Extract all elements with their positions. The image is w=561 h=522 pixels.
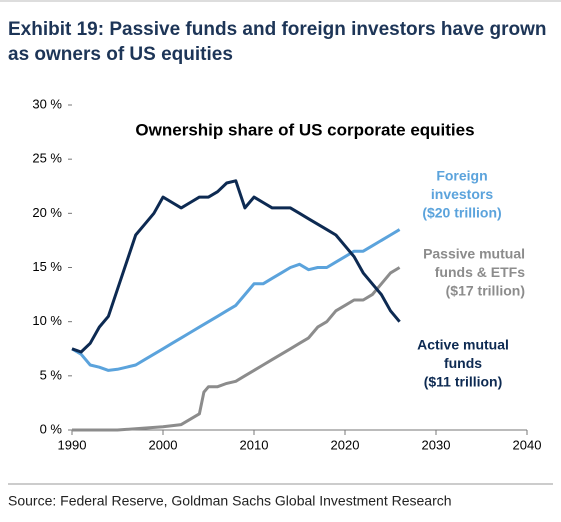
y-tick-label: 0 % [40, 421, 63, 436]
y-tick-label: 10 % [32, 313, 62, 328]
x-tick-label: 2030 [422, 437, 451, 452]
series-label: funds [444, 355, 482, 371]
series-label: Foreign [436, 168, 487, 184]
chart-subtitle: Ownership share of US corporate equities [135, 120, 474, 139]
source: Source: Federal Reserve, Goldman Sachs G… [8, 493, 452, 509]
series-label: ($11 trillion) [424, 374, 503, 390]
x-tick-label: 2020 [331, 437, 360, 452]
y-tick-label: 15 % [32, 259, 62, 274]
series-label: Active mutual [417, 337, 509, 353]
series-line [72, 266, 401, 432]
y-tick-label: 5 % [40, 367, 63, 382]
series-label: funds & ETFs [435, 264, 525, 280]
series-line [71, 179, 401, 354]
series-label: ($20 trillion) [422, 205, 501, 221]
x-tick-label: 2040 [513, 437, 542, 452]
chart-title: Exhibit 19: Passive funds and foreign in… [8, 19, 546, 40]
y-tick-label: 25 % [32, 151, 62, 166]
x-tick-label: 2010 [240, 437, 269, 452]
x-tick-label: 2000 [149, 437, 178, 452]
series-label: investors [431, 186, 493, 202]
y-tick-label: 20 % [32, 205, 62, 220]
series-label: Passive mutual [423, 246, 525, 262]
x-tick-label: 1990 [58, 437, 87, 452]
series-line [71, 228, 401, 372]
y-tick-label: 30 % [32, 96, 62, 111]
chart-title: as owners of US equities [8, 44, 233, 65]
series-label: ($17 trillion) [446, 283, 525, 299]
